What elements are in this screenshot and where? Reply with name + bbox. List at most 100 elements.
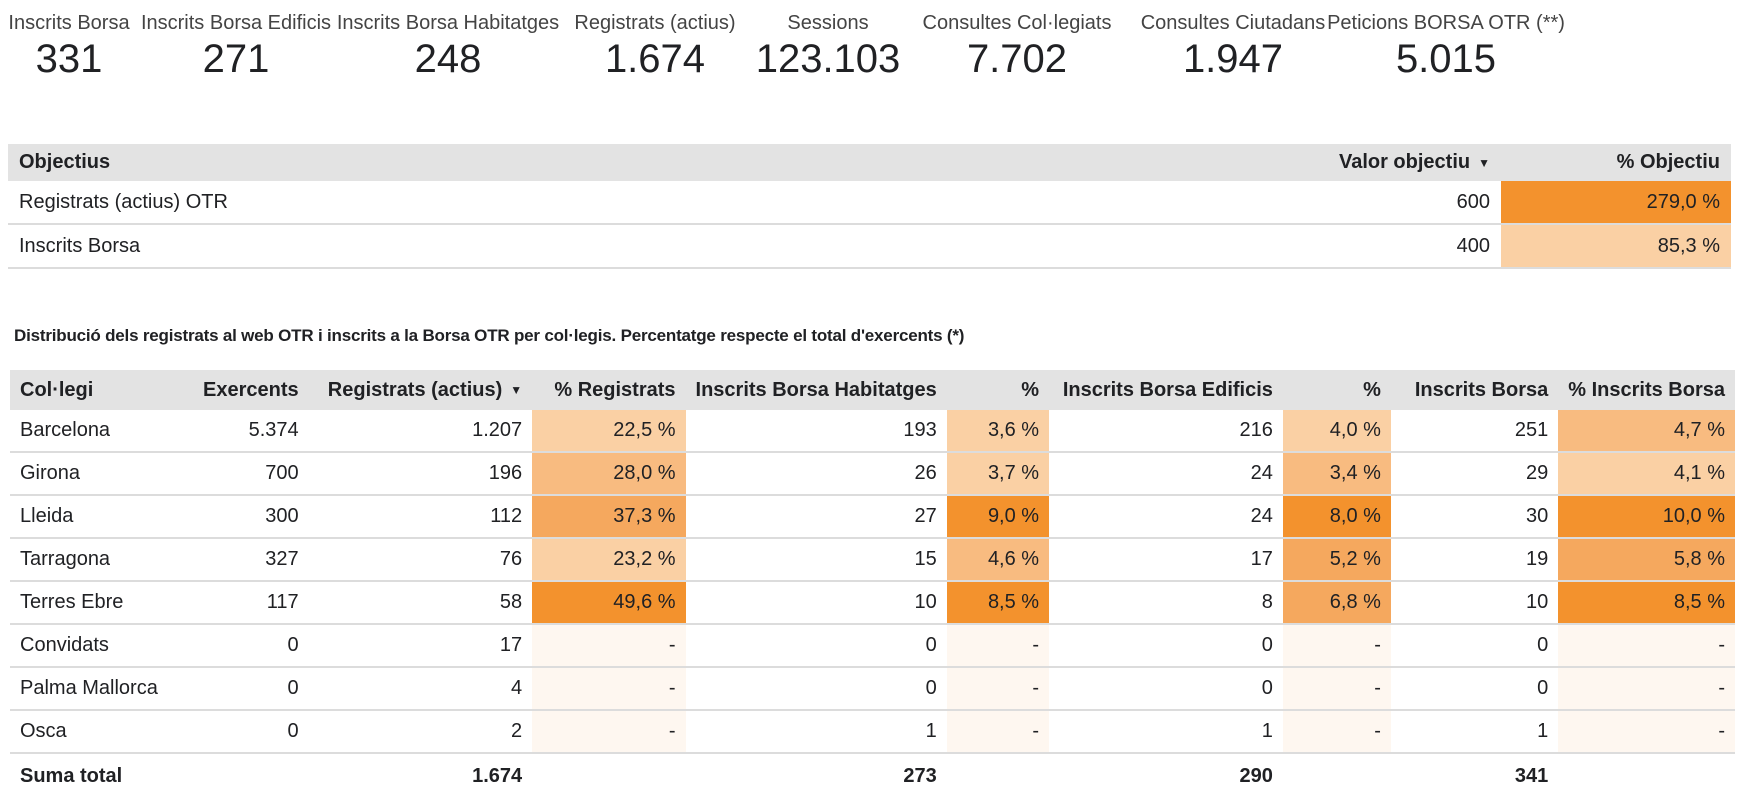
col-header-collegi[interactable]: Col·legi: [10, 370, 172, 410]
table-cell: -: [946, 667, 1050, 711]
total-cell: [947, 753, 1049, 798]
col-header-pct-inscrits-borsa[interactable]: % Inscrits Borsa: [1558, 370, 1735, 410]
kpi-value: 1.674: [604, 37, 706, 81]
table-cell: -: [1558, 624, 1735, 668]
objective-pct: 85,3 %: [1501, 224, 1731, 269]
sort-down-icon[interactable]: ▼: [1478, 155, 1490, 170]
table-cell: 1: [685, 710, 947, 754]
table-cell: 4,6 %: [946, 538, 1050, 582]
total-cell: [172, 753, 309, 798]
col-header-habitatges[interactable]: Inscrits Borsa Habitatges: [685, 370, 947, 410]
collegi-name: Convidats: [10, 624, 172, 668]
kpi-value: 123.103: [755, 37, 901, 81]
total-cell: 341: [1514, 764, 1549, 787]
col-header-pct-edificis[interactable]: %: [1282, 370, 1391, 410]
kpi-label: Peticions BORSA OTR (**): [1327, 12, 1565, 34]
table-cell: -: [1282, 667, 1391, 711]
distribution-header-row: Col·legi Exercents Registrats (actius) ▼% R…: [10, 370, 1735, 410]
table-cell: 0: [685, 624, 947, 668]
table-cell: 24: [1049, 452, 1283, 496]
table-cell: 76: [308, 538, 533, 582]
table-cell: 8,5 %: [946, 581, 1050, 625]
total-label: Suma total: [20, 764, 123, 787]
kpi-label: Registrats (actius): [574, 12, 736, 34]
table-cell: 1.207: [308, 410, 533, 453]
table-cell: 17: [308, 624, 533, 668]
kpi-value: 7.702: [966, 37, 1068, 81]
kpi-card: Peticions BORSA OTR (**) 5.015: [1326, 12, 1566, 82]
table-row: Osca 0 2-1-1-1-: [10, 710, 1735, 754]
kpi-value: 1.947: [1182, 37, 1284, 81]
kpi-label: Consultes Ciutadans: [1140, 12, 1326, 34]
col-header-label: % Inscrits Borsa: [1568, 378, 1725, 401]
table-cell: 0: [171, 624, 309, 668]
col-header-pct-objectiu[interactable]: % Objectiu: [1501, 144, 1731, 181]
collegi-name: Terres Ebre: [10, 581, 172, 625]
objectives-header-row: Objectius Valor objectiu ▼ % Objectiu: [8, 144, 1731, 181]
collegi-name: Tarragona: [10, 538, 172, 582]
col-header-pct-registrats[interactable]: % Registrats: [532, 370, 686, 410]
table-cell: 4,1 %: [1558, 452, 1735, 496]
table-row: Lleida 300 112 37,3 % 27 9,0 % 24 8,0 % 30 10,0 %: [10, 495, 1735, 539]
table-cell: 29: [1390, 452, 1559, 496]
table-cell: 0: [171, 667, 309, 711]
table-cell: 27: [685, 495, 947, 539]
table-cell: 26: [685, 452, 947, 496]
table-cell: 216: [1049, 410, 1283, 453]
table-cell: 8,0 %: [1282, 495, 1391, 539]
table-cell: -: [946, 710, 1050, 754]
table-cell: 58: [308, 581, 533, 625]
table-cell: 0: [1049, 667, 1283, 711]
table-cell: 0: [1390, 667, 1559, 711]
col-header-label: % Registrats: [554, 378, 676, 401]
table-cell: 1: [1049, 710, 1283, 754]
col-header-pct-habitatges[interactable]: %: [946, 370, 1050, 410]
kpi-value: 248: [414, 37, 482, 81]
col-header-label: Valor objectiu: [1338, 151, 1471, 173]
table-cell: 327: [171, 538, 309, 582]
col-header-objectius[interactable]: Objectius: [8, 144, 1299, 181]
table-cell: 0: [171, 710, 309, 754]
table-row: Registrats (actius) OTR 600 279,0 %: [8, 181, 1731, 225]
objective-target: 400: [1299, 224, 1501, 269]
col-header-label: Inscrits Borsa: [1414, 378, 1549, 401]
table-cell: -: [1282, 710, 1391, 754]
table-cell: 112: [308, 495, 533, 539]
col-header-edificis[interactable]: Inscrits Borsa Edificis: [1049, 370, 1283, 410]
table-row: Inscrits Borsa 400 85,3 %: [8, 224, 1731, 269]
table-cell: 1: [1390, 710, 1559, 754]
table-cell: 24: [1049, 495, 1283, 539]
table-cell: 5,2 %: [1282, 538, 1391, 582]
col-header-inscrits-borsa[interactable]: Inscrits Borsa: [1390, 370, 1559, 410]
col-header-label: %: [1021, 378, 1040, 401]
table-cell: 193: [685, 410, 947, 453]
distribution-title: Distribució dels registrats al web OTR i…: [14, 326, 965, 345]
sort-down-icon[interactable]: ▼: [510, 383, 523, 398]
collegi-name: Palma Mallorca: [10, 667, 172, 711]
table-row: Barcelona 5.374 1.207 22,5 % 193 3,6 % 216 4,0 …: [10, 410, 1735, 453]
table-cell: 117: [171, 581, 309, 625]
kpi-value: 331: [35, 37, 103, 81]
total-row: Suma total 1.674 273 290 341: [10, 753, 1735, 798]
col-header-valor-objectiu[interactable]: Valor objectiu ▼: [1299, 144, 1501, 181]
table-cell: 3,7 %: [946, 452, 1050, 496]
kpi-card: Consultes Col·legiats 7.702: [897, 12, 1137, 82]
table-cell: 23,2 %: [532, 538, 686, 582]
kpi-label: Inscrits Borsa: [8, 12, 130, 34]
table-row: Tarragona 327 76 23,2 % 15 4,6 % 17 5,2 % 19 5,8 …: [10, 538, 1735, 582]
col-header-label: Registrats (actius): [327, 378, 503, 401]
objective-name: Inscrits Borsa: [8, 224, 1299, 269]
col-header-label: %: [1363, 378, 1381, 401]
kpi-card: Registrats (actius) 1.674: [535, 12, 775, 82]
kpi-label: Consultes Col·legiats: [922, 12, 1112, 34]
table-cell: -: [946, 624, 1050, 668]
table-cell: 17: [1049, 538, 1283, 582]
table-row: Girona 700 196 28,0 % 26 3,7 % 24 3,4 % 29 4,1 %: [10, 452, 1735, 496]
col-header-label: Exercents: [203, 378, 299, 401]
col-header-exercents[interactable]: Exercents: [171, 370, 309, 410]
table-cell: 4: [308, 667, 533, 711]
col-header-registrats[interactable]: Registrats (actius) ▼: [308, 370, 533, 410]
table-cell: 10: [685, 581, 947, 625]
table-cell: 5,8 %: [1558, 538, 1735, 582]
kpi-label: Inscrits Borsa Edificis: [140, 12, 332, 34]
